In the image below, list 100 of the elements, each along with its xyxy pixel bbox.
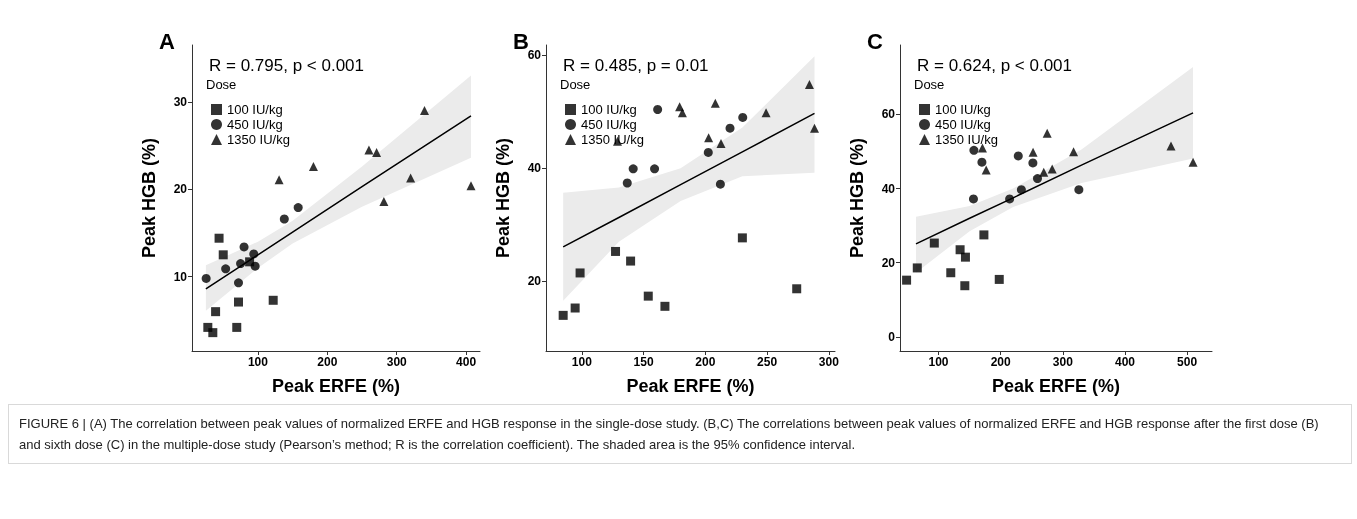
y-tick-label: 20 [527,274,542,289]
point [274,175,284,185]
point [628,164,638,174]
point [979,230,989,240]
point [737,233,747,243]
x-tick-label: 100 [928,355,949,369]
x-tick-label: 300 [818,355,840,369]
x-tick-label: 250 [757,355,778,369]
legend-label: 1350 IU/kg [227,132,290,147]
y-tick-label: 20 [173,182,188,197]
legend-label: 100 IU/kg [935,102,991,117]
chart-title: A [159,28,175,54]
x-axis-title: Peak ERFE (%) [991,376,1121,396]
point [622,178,632,188]
y-axis-title: Peak HGB (%) [139,137,159,259]
x-tick-label: 300 [1052,355,1074,369]
point [1028,158,1038,168]
point [1166,141,1176,151]
x-tick-label: 400 [1114,355,1136,369]
point [308,162,318,172]
point [1188,157,1198,167]
point [1039,167,1049,177]
point [211,307,221,317]
legend-label: 450 IU/kg [581,117,637,132]
y-tick-label: 60 [527,48,542,63]
y-axis-title: Peak HGB (%) [493,137,513,259]
point [218,250,228,260]
point [968,194,978,204]
point [234,278,243,288]
point [650,164,660,174]
point [239,242,249,252]
text: R = 0.624, p < 0.001 [917,56,1073,75]
point [1005,194,1015,204]
x-tick-label: 300 [386,355,408,369]
point [761,108,771,118]
y-tick-label: 10 [173,269,188,284]
point [249,249,259,259]
point [626,256,636,266]
caption: FIGURE 6 | (A) The correlation between peak values of normalized ERFE and HGB response in the single-dose study. (B,C) The correlations between peak values of normalized ERFE and HGB response after the first dose (B) and sixth dose (C) in the multiple-dose study (Pearson’s method; R is the correlation coefficient). The shaded area is the 95% confidence interval. [19,415,1320,454]
point [660,301,670,311]
point [710,98,720,108]
point [792,284,802,294]
point [419,106,429,116]
legend-label: 1350 IU/kg [935,132,998,147]
point [804,80,814,90]
x-axis-title: Peak ERFE (%) [626,376,755,396]
point [250,261,260,271]
point [912,263,922,273]
point [643,291,653,301]
point [293,203,303,213]
x-tick-label: 200 [317,355,338,369]
y-tick-label: 40 [881,181,896,196]
y-tick-label: 20 [881,255,896,270]
x-tick-label: 100 [571,355,593,369]
x-tick-label: 400 [456,355,477,369]
legend-label: 100 IU/kg [227,102,283,117]
point [1013,151,1023,161]
point [955,245,965,255]
x-tick-label: 500 [1177,355,1198,369]
legend-title: Dose [206,77,237,92]
x-tick-label: 200 [990,355,1012,369]
point [221,264,231,274]
legend-label: 450 IU/kg [935,117,991,132]
x-tick-label: 200 [695,355,716,369]
point [379,197,389,206]
point [1032,174,1042,184]
y-tick-label: 30 [173,94,188,109]
y-tick-label: 0 [888,329,896,344]
point [208,328,218,338]
y-tick-label: 40 [527,161,542,176]
text: R = 0.795, p < 0.001 [209,56,365,75]
chart-title: C [867,28,883,54]
point [716,138,726,148]
point [234,297,243,307]
point [929,238,939,248]
point [960,281,970,291]
point [214,233,224,243]
point [1028,147,1038,157]
x-axis-title: Peak ERFE (%) [271,376,401,396]
y-axis-title: Peak HGB (%) [847,137,867,259]
legend-title: Dose [914,77,945,92]
point [810,123,819,133]
y-tick-label: 60 [881,107,896,122]
chart-title: B [513,28,529,54]
point [268,295,278,305]
point [653,104,663,114]
point [703,147,713,157]
point [611,246,621,256]
point [372,148,382,158]
point [1074,185,1084,195]
legend-label: 450 IU/kg [227,117,283,132]
line-series [205,115,472,290]
point [675,102,685,112]
point [902,275,912,285]
point [960,252,970,262]
point [466,181,476,191]
legend-title: Dose [560,77,591,92]
point [1042,128,1052,138]
point [232,322,242,332]
legend-label: 100 IU/kg [581,102,637,117]
